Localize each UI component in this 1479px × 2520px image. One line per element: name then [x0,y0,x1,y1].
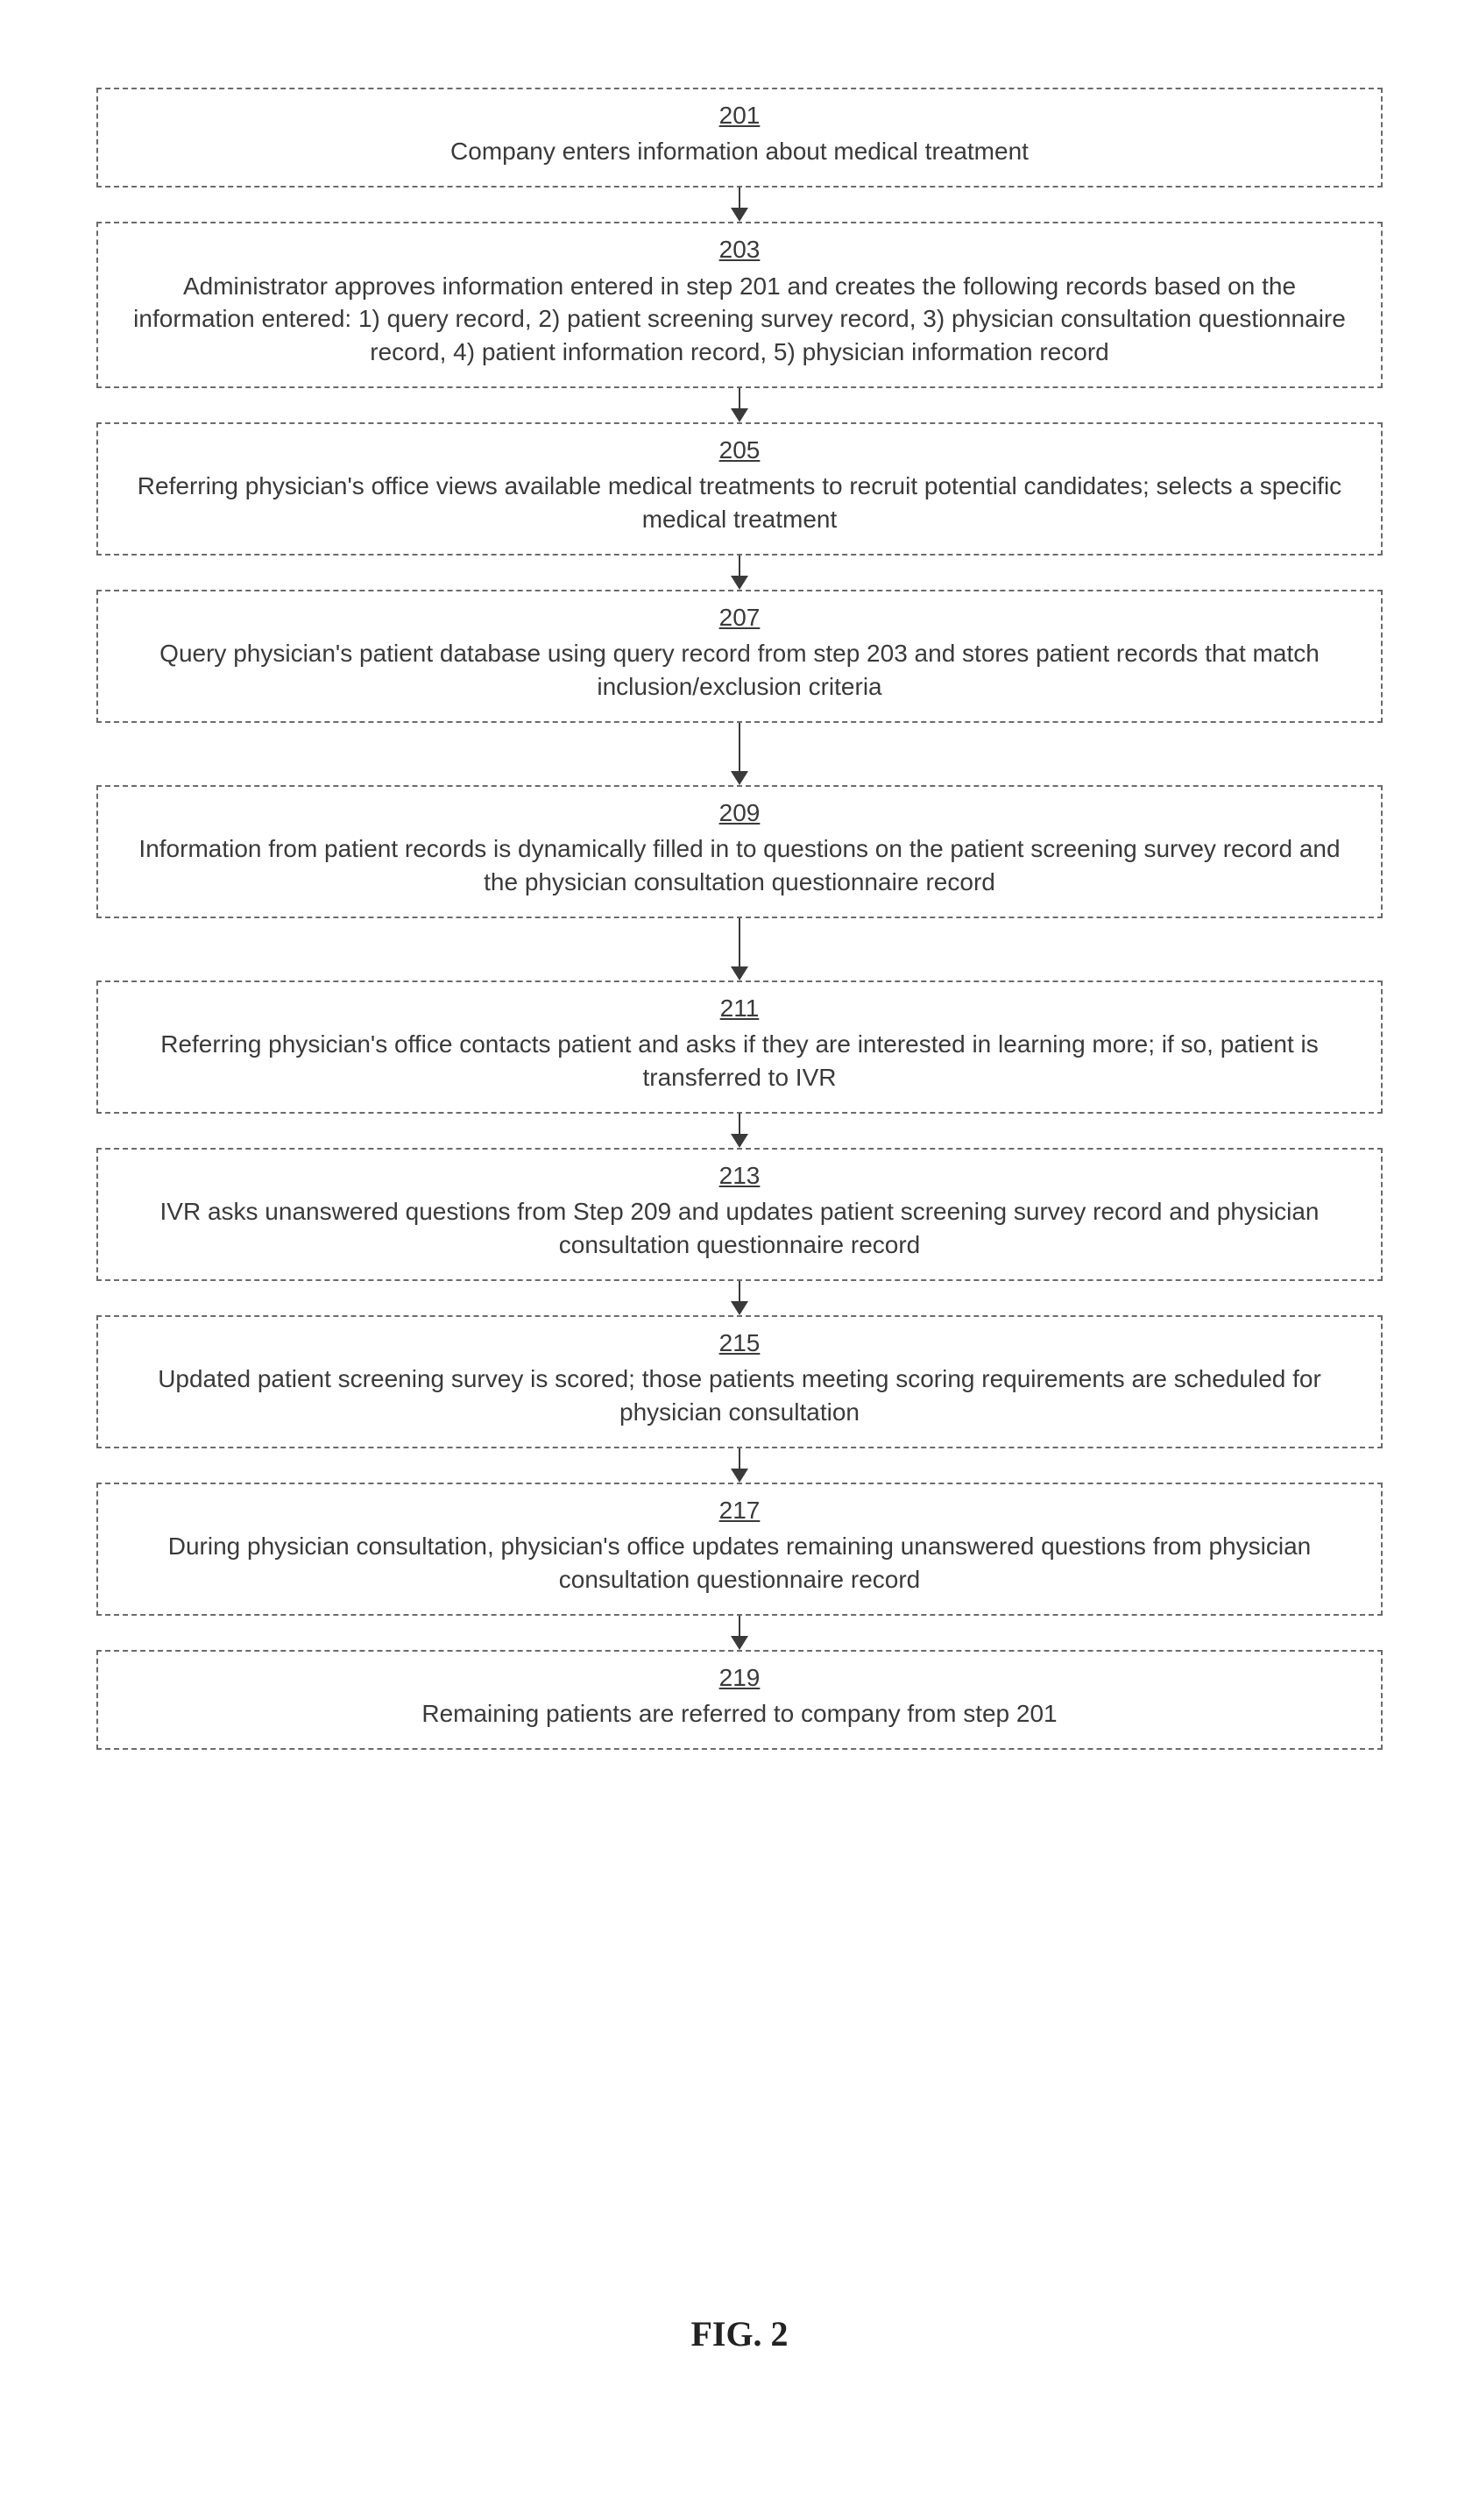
flow-arrow [731,1616,748,1650]
flow-node-text: Referring physician's office views avail… [138,472,1341,533]
flow-node-id: 217 [123,1495,1356,1526]
flow-node-text: Remaining patients are referred to compa… [421,1700,1057,1727]
flow-arrow [731,1448,748,1483]
flowchart-container: 201 Company enters information about medi… [96,88,1383,1750]
figure-caption: FIG. 2 [0,2313,1479,2354]
flow-node-text: Referring physician's office contacts pa… [160,1030,1319,1091]
flow-node-205: 205 Referring physician's office views av… [96,422,1383,556]
flow-node-215: 215 Updated patient screening survey is s… [96,1315,1383,1448]
flow-node-id: 201 [123,100,1356,131]
flow-arrow [731,556,748,590]
flow-node-id: 215 [123,1327,1356,1359]
flow-node-id: 205 [123,435,1356,466]
flow-arrow [731,1114,748,1148]
flow-node-text: Company enters information about medical… [450,138,1029,165]
flow-node-text: IVR asks unanswered questions from Step … [160,1198,1320,1258]
flow-node-211: 211 Referring physician's office contacts… [96,980,1383,1114]
flow-node-id: 213 [123,1160,1356,1192]
flow-node-id: 209 [123,797,1356,829]
flow-node-201: 201 Company enters information about medi… [96,88,1383,188]
flow-node-209: 209 Information from patient records is d… [96,785,1383,918]
flow-node-id: 203 [123,234,1356,265]
flow-arrow [731,388,748,422]
flow-node-id: 219 [123,1662,1356,1694]
flow-node-213: 213 IVR asks unanswered questions from St… [96,1148,1383,1281]
flow-arrow [731,723,748,785]
flow-node-219: 219 Remaining patients are referred to co… [96,1650,1383,1750]
flow-arrow [731,188,748,222]
flow-node-text: Administrator approves information enter… [133,273,1346,366]
flow-arrow [731,1281,748,1315]
flow-arrow [731,918,748,980]
flow-node-id: 211 [123,993,1356,1024]
flow-node-text: During physician consultation, physician… [168,1533,1311,1593]
flow-node-217: 217 During physician consultation, physic… [96,1483,1383,1616]
flow-node-text: Updated patient screening survey is scor… [158,1365,1321,1426]
flow-node-203: 203 Administrator approves information en… [96,222,1383,388]
flow-node-id: 207 [123,602,1356,634]
flow-node-text: Query physician's patient database using… [159,640,1320,700]
flow-node-text: Information from patient records is dyna… [138,835,1340,895]
flow-node-207: 207 Query physician's patient database us… [96,590,1383,723]
